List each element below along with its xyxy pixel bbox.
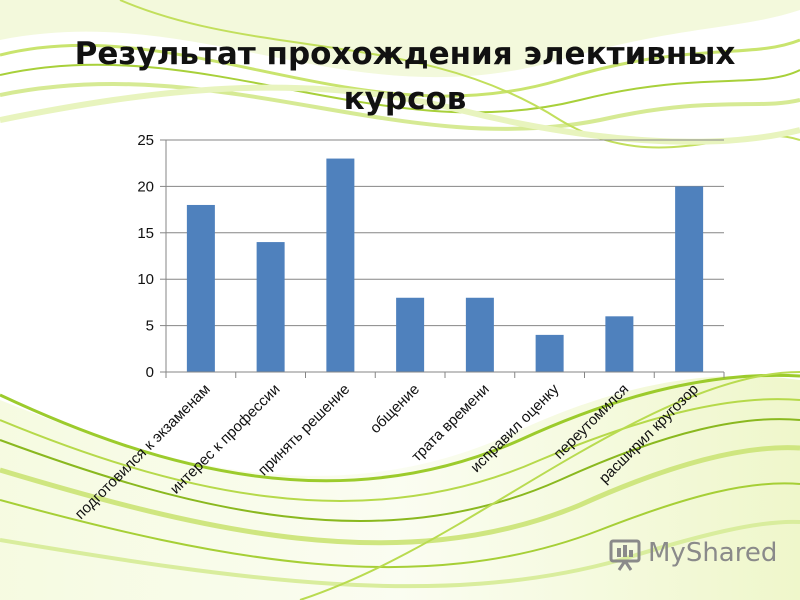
bar [396,297,425,372]
y-tick-label: 15 [137,225,154,242]
y-tick-label: 20 [137,178,154,195]
y-tick-label: 10 [137,271,154,288]
bar [675,186,704,372]
x-tick-label: общение [367,381,423,437]
bars [186,158,704,372]
y-tick-label: 0 [146,364,154,381]
bar [186,204,215,372]
gridlines [166,139,724,327]
x-tick-label: подготовился к экзаменам [72,381,214,523]
title-line-1: Результат прохождения элективных [74,36,736,72]
y-tick-label: 25 [137,132,154,149]
axes [160,139,725,378]
presentation-icon [609,539,641,571]
bar [256,242,285,372]
bar [465,297,494,372]
title-line-2: курсов [343,81,467,117]
bar [535,334,564,372]
watermark-logo: MyShared [608,536,777,572]
y-tick-label: 5 [146,318,154,335]
bar [605,316,634,372]
slide-title: Результат прохождения элективных курсов [40,32,770,122]
y-tick-labels: 0 5 10 15 20 25 [137,132,154,381]
watermark-text: MyShared [648,538,778,568]
bar [326,158,355,372]
